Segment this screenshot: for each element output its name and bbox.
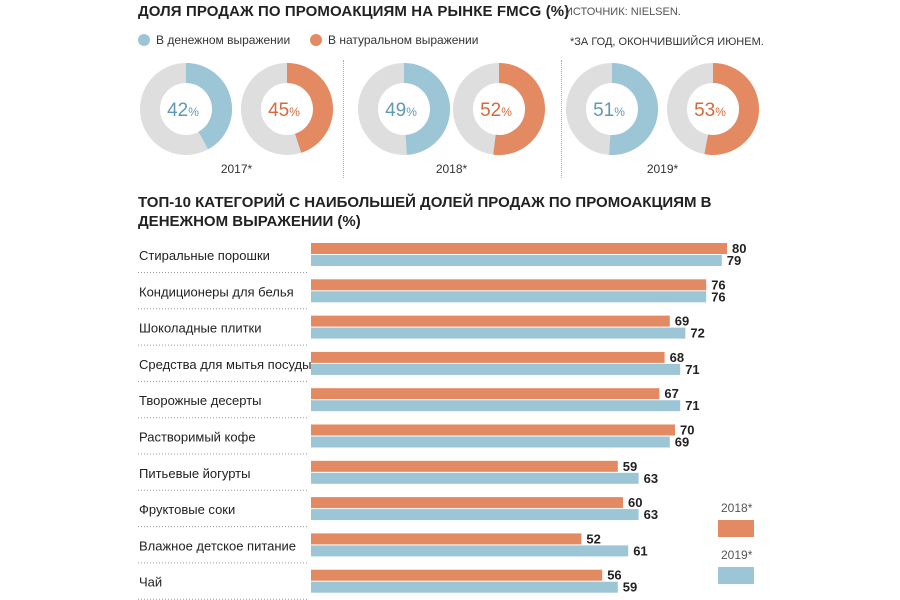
bar-value-label: 71 (685, 398, 699, 413)
bar-value-label: 79 (727, 253, 741, 268)
bar-value-label: 69 (675, 435, 689, 450)
donut-year-label: 2017* (221, 162, 253, 176)
bar-value-label: 69 (675, 314, 689, 329)
bar-legend-label: 2018* (721, 501, 753, 515)
bar-2018 (311, 497, 623, 509)
category-label: Стиральные порошки (139, 248, 270, 263)
bar-2019 (311, 545, 629, 557)
legend-money-label: В денежном выражении (156, 33, 291, 47)
donut-slice-money (403, 63, 450, 155)
footnote: *ЗА ГОД, ОКОНЧИВШИЙСЯ ИЮНЕМ. (570, 36, 764, 48)
bar-value-label: 70 (680, 423, 694, 438)
donut-year-label: 2018* (436, 162, 468, 176)
donut-slice-money (185, 63, 232, 150)
bars-title: ТОП-10 КАТЕГОРИЙ С НАИБОЛЬШЕЙ ДОЛЕЙ ПРОД… (138, 194, 712, 230)
legend-money-swatch (138, 34, 150, 46)
bar-2018 (311, 279, 707, 291)
source-note: ИСТОЧНИК: NIELSEN. (565, 6, 681, 18)
bar-value-label: 80 (732, 241, 746, 256)
category-label: Средства для мытья посуды (139, 357, 311, 372)
bar-value-label: 76 (711, 277, 725, 292)
bar-2018 (311, 388, 660, 400)
bar-2018 (311, 351, 665, 363)
legend-natural-swatch (310, 34, 322, 46)
bar-2019 (311, 291, 707, 303)
donut-value-label: 49% (385, 100, 417, 121)
bar-2019 (311, 509, 639, 521)
group-separator (343, 60, 344, 178)
bar-value-label: 63 (644, 471, 658, 486)
legend-money: В денежном выражении (138, 33, 290, 47)
donut-value-label: 42% (167, 100, 199, 121)
bar-value-label: 52 (586, 531, 600, 546)
bar-value-label: 60 (628, 495, 642, 510)
donut-slice-natural (286, 63, 333, 153)
chart-title: ДОЛЯ ПРОДАЖ ПО ПРОМОАКЦИЯМ НА РЫНКЕ FMCG… (138, 3, 570, 20)
bar-value-label: 67 (664, 386, 678, 401)
category-label: Фруктовые соки (139, 502, 235, 517)
bar-2018 (311, 460, 618, 472)
donut-value-label: 52% (480, 100, 512, 121)
category-label: Творожные десерты (139, 393, 262, 408)
bar-2018 (311, 569, 603, 581)
category-label: Чай (139, 575, 162, 590)
donut-value-label: 51% (593, 100, 625, 121)
bar-legend-swatch (718, 520, 754, 537)
bar-2019 (311, 255, 722, 266)
bar-2018 (311, 315, 670, 327)
bar-legend-label: 2019* (721, 548, 753, 562)
category-label: Питьевые йогурты (139, 466, 250, 481)
donut-value-label: 53% (694, 100, 726, 121)
bar-value-label: 63 (644, 507, 658, 522)
bar-2019 (311, 472, 639, 484)
donut-slice-money (609, 63, 658, 155)
donut-slice-natural (704, 63, 759, 155)
category-label: Влажное детское питание (139, 538, 296, 553)
bar-2018 (311, 424, 675, 436)
bar-value-label: 59 (623, 580, 637, 595)
donut-slice-natural (493, 63, 545, 155)
bar-value-label: 68 (670, 350, 684, 365)
bar-value-label: 59 (623, 459, 637, 474)
bar-2019 (311, 436, 670, 448)
category-label: Кондиционеры для белья (139, 284, 294, 299)
legend-natural: В натуральном выражении (310, 33, 478, 47)
donut-value-label: 45% (268, 100, 300, 121)
bar-value-label: 72 (690, 326, 704, 341)
bar-value-label: 76 (711, 289, 725, 304)
bar-2018 (311, 243, 727, 254)
group-separator (561, 60, 562, 178)
bar-2019 (311, 327, 686, 339)
bar-2018 (311, 533, 582, 545)
category-label: Растворимый кофе (139, 430, 256, 445)
bar-2019 (311, 581, 618, 593)
legend-natural-label: В натуральном выражении (328, 33, 479, 47)
bar-value-label: 61 (633, 543, 647, 558)
bar-value-label: 71 (685, 362, 699, 377)
bar-2019 (311, 363, 681, 375)
donut-charts: 42% 45% 2017* 49% 52% 2018* 51% 53% 2019* (140, 63, 759, 176)
bar-legend-swatch (718, 567, 754, 584)
donut-year-label: 2019* (647, 162, 679, 176)
bar-value-label: 56 (607, 568, 621, 583)
bar-2019 (311, 400, 681, 412)
category-label: Шоколадные плитки (139, 321, 261, 336)
